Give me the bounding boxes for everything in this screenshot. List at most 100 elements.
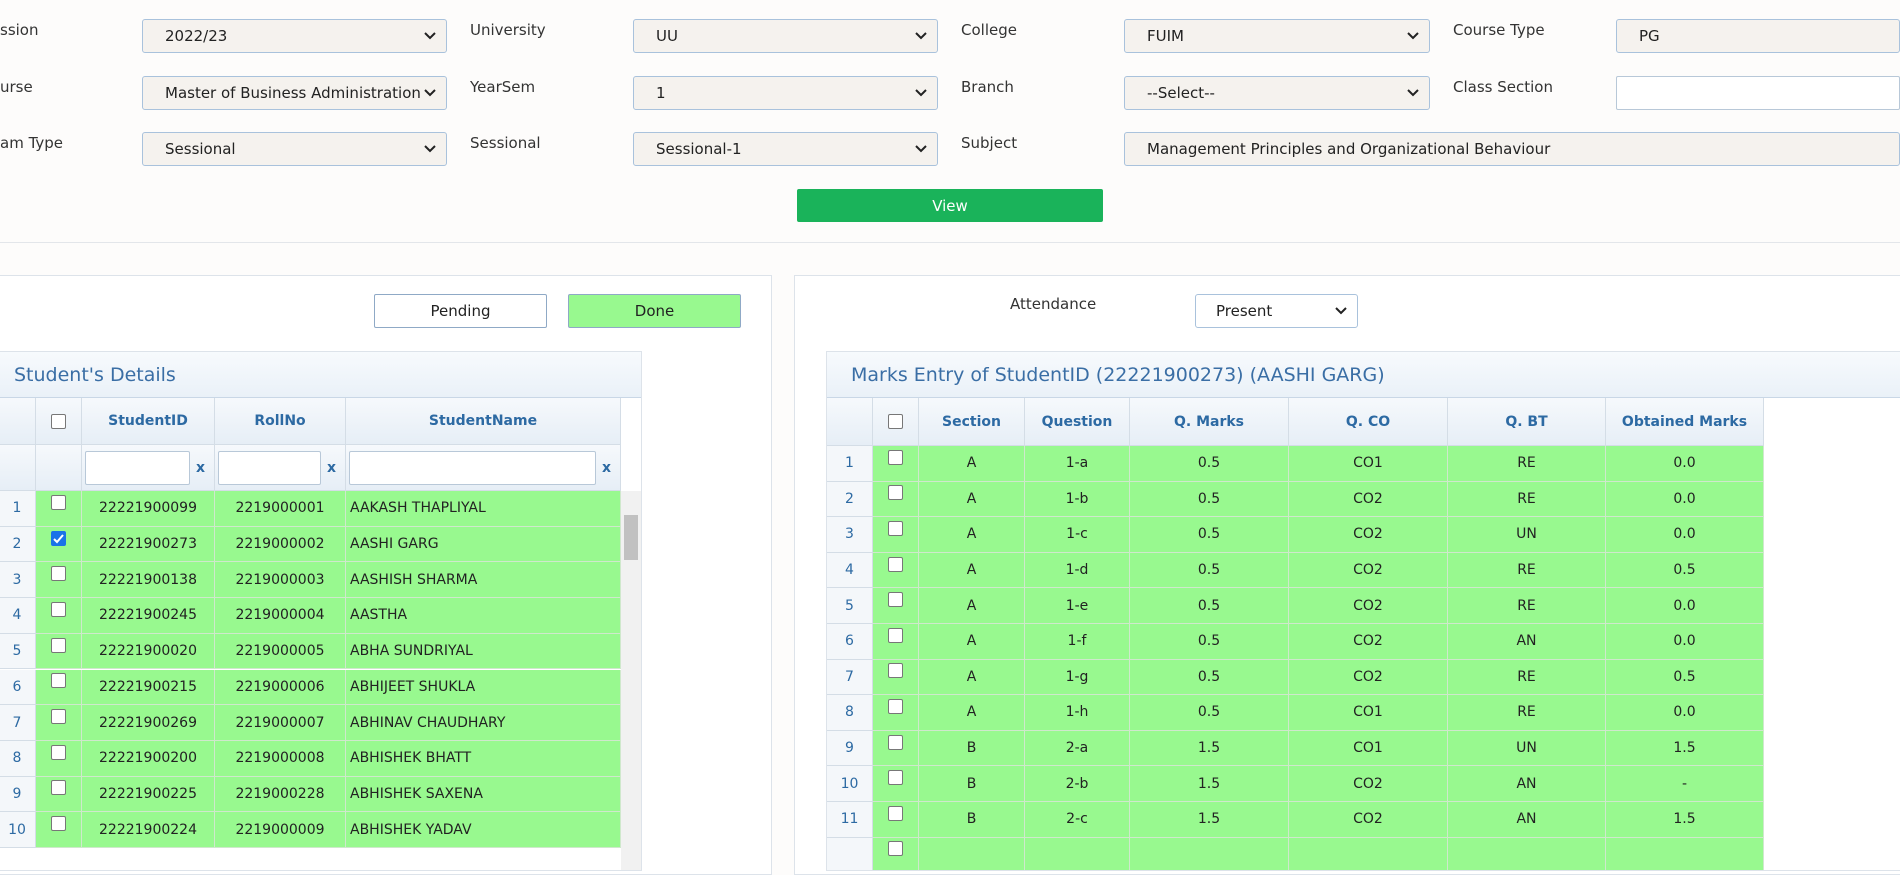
table-cell <box>873 730 919 767</box>
column-header: Q. Marks <box>1173 413 1245 430</box>
checkbox[interactable] <box>888 449 903 465</box>
table-cell: - <box>1606 766 1764 802</box>
table-cell: A <box>919 517 1025 553</box>
table-cell <box>827 837 873 870</box>
cell-text: 2219000009 <box>235 821 325 838</box>
checkbox[interactable] <box>51 637 66 653</box>
select-value: 2022/23 <box>165 27 228 45</box>
checkbox[interactable] <box>51 413 66 429</box>
checkbox[interactable] <box>888 698 903 714</box>
cell-text: CO2 <box>1353 597 1383 614</box>
box-title: Student's Details <box>0 352 641 398</box>
table-cell: RE <box>1448 552 1606 589</box>
checkbox[interactable] <box>888 770 903 786</box>
select[interactable]: 2022/23 <box>142 19 447 53</box>
table-cell: 2 <box>0 526 36 563</box>
select[interactable]: PG <box>1616 19 1900 53</box>
cell-text: 1-d <box>1065 562 1089 579</box>
checkbox[interactable] <box>51 601 66 617</box>
view-button[interactable]: View <box>797 189 1103 222</box>
table-cell <box>873 624 919 660</box>
student-box: Student's Details StudentID x RollNo x Studen… <box>0 351 642 871</box>
clear-button[interactable]: x <box>327 459 337 476</box>
column-header: StudentName <box>428 413 538 429</box>
table-cell: AASHISH SHARMA <box>346 562 621 599</box>
cell-text: RE <box>1517 668 1536 685</box>
cell-text: 22221900273 <box>99 536 197 553</box>
checkbox[interactable] <box>888 414 903 429</box>
table-cell: 7 <box>0 705 36 741</box>
filter-input[interactable] <box>85 450 190 485</box>
cell-text: ABHINAV CHAUDHARY <box>350 714 506 731</box>
table-cell: CO2 <box>1289 552 1448 589</box>
header-cell <box>873 398 919 446</box>
cell-text: 22221900215 <box>99 678 197 695</box>
checkbox[interactable] <box>51 530 66 546</box>
select[interactable]: Sessional-1 <box>633 132 938 166</box>
select-value: FUIM <box>1147 27 1184 45</box>
page: {"filters":[{"label":"ssion","value":"20… <box>0 19 1900 875</box>
table-cell: B <box>919 802 1025 838</box>
filter-label: Subject <box>961 134 1018 152</box>
checkbox[interactable] <box>888 805 903 821</box>
cell-text: CO2 <box>1353 633 1383 650</box>
checkbox[interactable] <box>888 841 903 857</box>
table-cell: 11 <box>827 802 873 838</box>
header-cell: Q. Marks <box>1130 398 1289 446</box>
cell-text: 1-f <box>1067 633 1087 650</box>
chevron <box>1407 32 1419 40</box>
chevron <box>424 89 436 97</box>
cell-text: 2219000007 <box>235 714 325 731</box>
cell-text: 0.5 <box>1197 597 1221 614</box>
pending-button[interactable]: Pending <box>374 294 547 328</box>
checkbox[interactable] <box>888 556 903 572</box>
table-cell <box>873 837 919 870</box>
header-cell: Obtained Marks <box>1606 398 1764 446</box>
checkbox[interactable] <box>51 494 66 510</box>
select[interactable]: FUIM <box>1124 19 1430 53</box>
cell-text: B <box>966 811 977 828</box>
checkbox[interactable] <box>888 520 903 536</box>
select[interactable]: Sessional <box>142 132 447 166</box>
checkbox[interactable] <box>888 485 903 501</box>
done-button[interactable]: Done <box>568 294 741 328</box>
clear-button[interactable]: x <box>196 459 206 476</box>
cell-text: CO2 <box>1353 668 1383 685</box>
cell-text: 0.5 <box>1197 562 1221 579</box>
filter-input[interactable] <box>218 450 321 485</box>
table-cell: ABHISHEK SAXENA <box>346 776 621 813</box>
checkbox[interactable] <box>51 673 66 689</box>
table-cell: 2219000001 <box>215 491 346 527</box>
text-input[interactable] <box>1616 76 1900 110</box>
table-cell: 1-a <box>1025 446 1130 482</box>
cell-text: 0.5 <box>1197 668 1221 685</box>
filter-cell <box>0 445 36 491</box>
select[interactable]: UU <box>633 19 938 53</box>
cell-text: 22221900225 <box>99 785 197 802</box>
checkbox[interactable] <box>888 734 903 750</box>
select[interactable]: Management Principles and Organizational… <box>1124 132 1900 166</box>
select[interactable]: 1 <box>633 76 938 110</box>
select[interactable]: Present <box>1195 294 1358 328</box>
checkbox[interactable] <box>51 709 66 725</box>
select[interactable]: Master of Business Administration <box>142 76 447 110</box>
checkbox[interactable] <box>888 627 903 643</box>
table-cell <box>1606 837 1764 870</box>
cell-text: 1-b <box>1065 490 1089 507</box>
table-cell: UN <box>1448 730 1606 767</box>
cell-text: AAKASH THAPLIYAL <box>350 500 486 517</box>
checkbox[interactable] <box>51 816 66 832</box>
checkbox[interactable] <box>51 744 66 760</box>
checkbox[interactable] <box>51 780 66 796</box>
checkbox[interactable] <box>51 566 66 582</box>
table-cell: 0.0 <box>1606 481 1764 518</box>
cell-text: 2219000002 <box>235 536 325 553</box>
table-cell: 1.5 <box>1130 802 1289 838</box>
checkbox[interactable] <box>888 592 903 608</box>
table-cell: A <box>919 588 1025 624</box>
checkbox[interactable] <box>888 663 903 679</box>
filter-input[interactable] <box>349 450 596 485</box>
table-cell: AASTHA <box>346 598 621 634</box>
select[interactable]: --Select-- <box>1124 76 1430 110</box>
clear-button[interactable]: x <box>602 459 612 476</box>
